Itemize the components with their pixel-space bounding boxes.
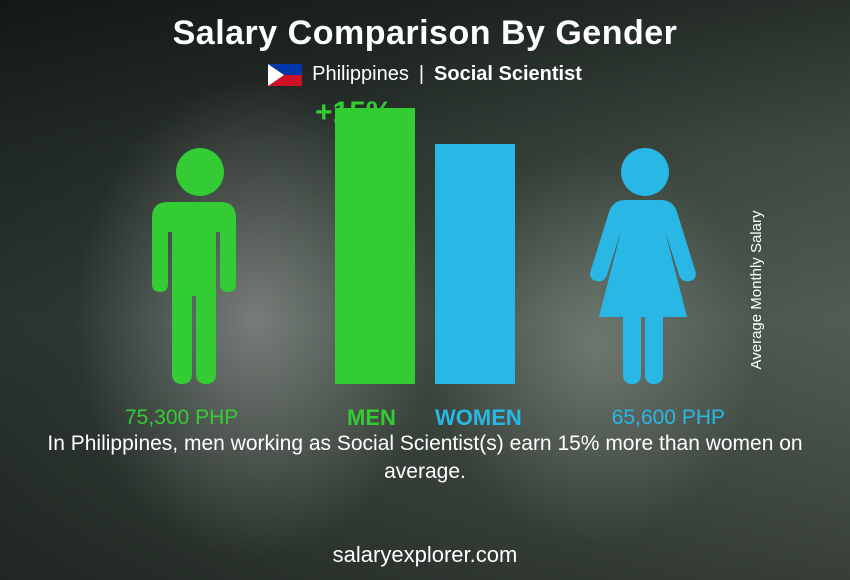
women-label: WOMEN <box>435 405 522 431</box>
men-label: MEN <box>347 405 396 431</box>
subtitle-separator: | <box>419 63 424 86</box>
yaxis-label: Average Monthly Salary <box>748 211 765 370</box>
infographic-container: Salary Comparison By Gender Philippines … <box>0 0 850 580</box>
man-head <box>176 148 224 196</box>
men-bar <box>335 108 415 384</box>
women-salary-text: 65,600 PHP <box>612 406 725 430</box>
subtitle-country: Philippines <box>312 63 409 86</box>
summary-text: In Philippines, men working as Social Sc… <box>45 430 805 487</box>
chart-area: +15% 75,300 PHP MEN WOMEN 65,600 PHP <box>105 96 745 426</box>
woman-body <box>590 200 696 384</box>
man-icon <box>145 144 255 384</box>
woman-head <box>621 148 669 196</box>
subtitle-role: Social Scientist <box>434 63 582 86</box>
subtitle-row: Philippines | Social Scientist <box>268 63 582 86</box>
women-bar <box>435 144 515 384</box>
footer-source: salaryexplorer.com <box>0 542 850 568</box>
men-salary-text: 75,300 PHP <box>125 406 238 430</box>
page-title: Salary Comparison By Gender <box>173 14 678 53</box>
woman-icon <box>585 144 705 384</box>
philippines-flag-icon <box>268 64 302 86</box>
man-body <box>152 202 236 384</box>
